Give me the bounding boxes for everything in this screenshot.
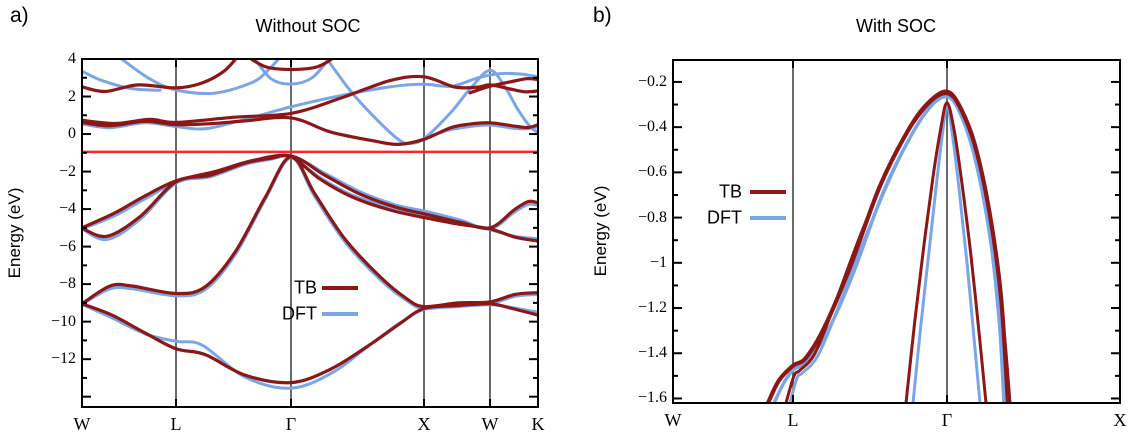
- plot-frame: [672, 59, 1121, 404]
- legend-a-row-dft: DFT: [232, 304, 358, 324]
- legend-b-dft-label: DFT: [707, 207, 742, 228]
- kpoint-label: Γ: [285, 414, 297, 434]
- legend-a-dft-sample-line: [322, 312, 358, 316]
- y-tick-label: −12: [50, 350, 76, 368]
- legend-a-tb-label: TB: [293, 277, 317, 298]
- band-curve-tb: [904, 101, 988, 403]
- y-tick-label: −6: [58, 237, 76, 255]
- legend-a-row-tb: TB: [232, 278, 358, 298]
- kpoint-label: W: [73, 414, 91, 434]
- band-curve-tb: [784, 92, 1012, 403]
- band-curve-tb: [82, 74, 538, 126]
- y-tick-label: −0.4: [637, 118, 667, 136]
- panel-a-ylabel: Energy (eV): [5, 187, 24, 279]
- legend-b-tb-sample-line: [750, 190, 786, 194]
- band-curve-tb: [82, 59, 238, 94]
- panel-a-label: a): [10, 4, 29, 27]
- kpoint-label: W: [481, 414, 499, 434]
- legend-b-row-dft: DFT: [660, 208, 787, 228]
- kpoint-label: W: [664, 410, 682, 430]
- y-tick-label: 4: [68, 50, 76, 67]
- kpoint-label: X: [417, 414, 431, 434]
- band-curve-dft: [82, 69, 162, 92]
- y-tick-label: −10: [50, 312, 76, 330]
- legend-b-dft-sample-line: [750, 216, 786, 220]
- band-curve-tb: [468, 77, 538, 95]
- y-tick-label: −0.6: [637, 163, 667, 181]
- y-tick-label: −2: [58, 162, 76, 180]
- y-tick-label: −4: [58, 200, 76, 218]
- band-curve-dft: [119, 59, 281, 95]
- band-curve-tb: [82, 153, 538, 230]
- kpoint-label: X: [1113, 410, 1127, 430]
- kpoint-label: Γ: [941, 410, 953, 430]
- band-curve-tb: [82, 115, 538, 147]
- y-tick-label: −8: [58, 275, 76, 293]
- plot-frame: [81, 58, 539, 408]
- panel-b-ylabel: Energy (eV): [591, 185, 610, 277]
- y-tick-label: 2: [68, 87, 76, 105]
- panel-b-title: With SOC: [855, 16, 937, 36]
- band-curve-tb: [248, 59, 335, 72]
- y-tick-label: −0.8: [637, 208, 667, 226]
- band-curve-dft: [911, 103, 982, 403]
- legend-a-dft-label: DFT: [282, 303, 317, 324]
- panel-b-label: b): [593, 4, 612, 27]
- band-curve-tb: [82, 155, 538, 309]
- y-tick-label: −0.2: [637, 72, 667, 90]
- legend-b-tb-label: TB: [718, 181, 742, 202]
- band-curve-dft: [788, 95, 1009, 403]
- panel-a-title: Without SOC: [255, 16, 361, 36]
- legend-a-tb-sample-line: [322, 286, 358, 290]
- y-tick-label: −1.6: [637, 389, 667, 407]
- legend-b-row-tb: TB: [660, 182, 787, 202]
- y-tick-label: −1.2: [637, 299, 667, 317]
- band-curve-tb: [82, 153, 538, 243]
- kpoint-label: L: [170, 414, 182, 434]
- y-tick-label: −1.4: [637, 344, 667, 362]
- kpoint-label: L: [787, 410, 799, 430]
- y-tick-label: −1: [649, 253, 667, 271]
- kpoint-label: K: [531, 414, 545, 434]
- band-curve-dft: [325, 59, 538, 146]
- band-curve-dft: [253, 59, 331, 86]
- y-tick-label: 0: [68, 125, 76, 143]
